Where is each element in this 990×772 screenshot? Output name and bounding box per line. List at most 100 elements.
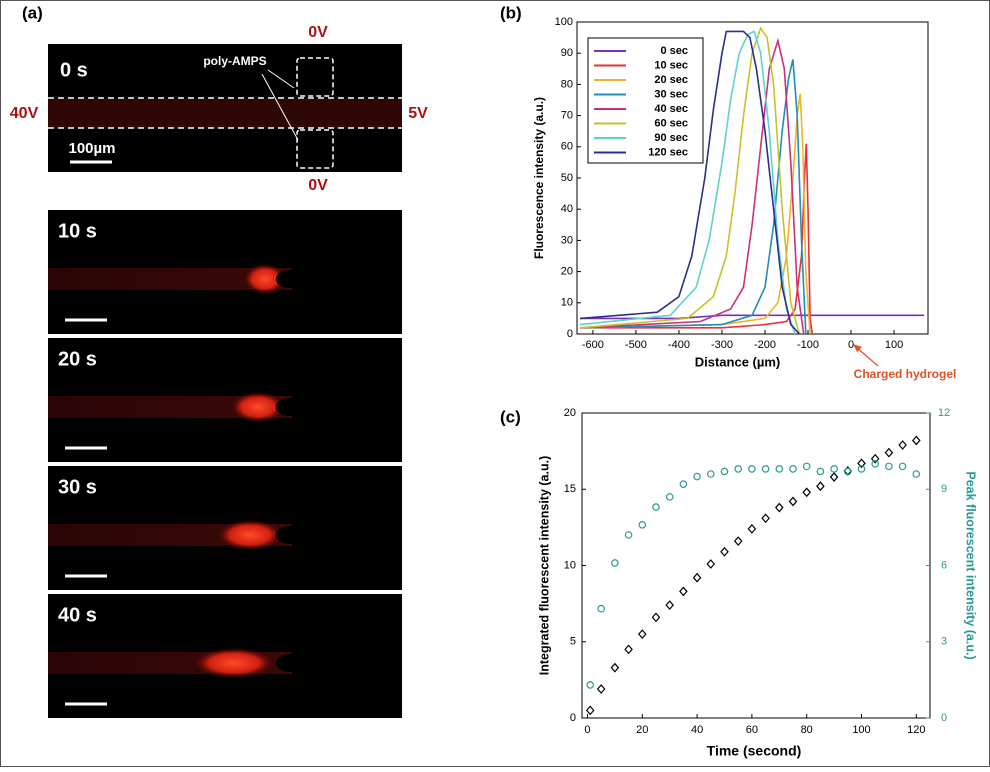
series-line [579, 59, 807, 335]
series-line [579, 93, 811, 335]
data-point [912, 435, 921, 446]
data-point [734, 465, 742, 473]
y-tick-label: 70 [561, 110, 573, 122]
time-label: 40 s [58, 604, 97, 626]
y-tick-label: 20 [561, 266, 573, 278]
data-point [871, 460, 879, 468]
legend-label: 40 sec [654, 103, 688, 115]
data-point [611, 559, 619, 567]
legend-label: 20 sec [654, 74, 688, 86]
data-point [802, 487, 811, 498]
arrow [267, 69, 295, 89]
y-tick-label: 30 [561, 234, 573, 246]
y-tick-label: 0 [567, 328, 573, 340]
gel-shadow [276, 654, 304, 672]
y-tick-label: 60 [561, 141, 573, 153]
legend-label: 60 sec [654, 117, 688, 129]
panel-label: (a) [22, 3, 43, 22]
channel [48, 99, 402, 128]
data-point [898, 462, 907, 471]
data-point [624, 644, 633, 655]
x-tick-label: 120 [907, 724, 925, 736]
data-point [706, 470, 715, 478]
data-point [706, 559, 716, 569]
data-point [665, 600, 674, 611]
x-tick-label: -600 [582, 339, 604, 351]
data-point [720, 467, 729, 476]
data-point [870, 453, 880, 464]
gel-box [296, 57, 334, 97]
voltage-label: 0V [308, 177, 328, 194]
time-label: 20 s [58, 348, 97, 370]
voltage-label: 40V [10, 105, 39, 122]
y-tick-label: 15 [564, 483, 576, 495]
channel [48, 396, 292, 418]
time-label: 10 s [58, 220, 97, 242]
x-tick-label: 100 [852, 724, 870, 736]
series-line [579, 26, 801, 335]
y-axis-label: Integrated fluorescent intensity (a.u.) [537, 456, 551, 675]
data-point [693, 472, 701, 481]
data-point [610, 662, 620, 673]
data-point [816, 467, 825, 476]
x-axis-label: Time (second) [707, 743, 802, 759]
data-point [788, 496, 798, 507]
scale-label: 100µm [68, 140, 115, 157]
data-point [857, 465, 866, 473]
legend-label: 120 sec [648, 146, 688, 158]
voltage-label: 0V [308, 24, 328, 41]
dye-front [192, 647, 276, 679]
data-point [898, 440, 907, 450]
x-tick-label: 100 [885, 339, 903, 351]
data-point [679, 480, 688, 488]
legend-label: 90 sec [654, 132, 688, 144]
data-point [638, 521, 647, 529]
dye-front [243, 263, 287, 295]
y-tick-label: 0 [570, 712, 576, 724]
data-point [692, 572, 702, 583]
x-tick-label: -100 [797, 339, 819, 351]
annotation-arrow [855, 346, 879, 367]
y2-tick-label: 9 [941, 483, 947, 495]
y-tick-label: 10 [561, 297, 573, 309]
y2-tick-label: 0 [941, 712, 947, 724]
x-tick-label: -200 [754, 339, 776, 351]
data-point [637, 629, 647, 640]
arrow-head [853, 344, 862, 352]
series-line [580, 314, 925, 320]
series-line [579, 30, 796, 335]
data-point [761, 513, 770, 524]
y-tick-label: 5 [570, 636, 576, 648]
time-label: 30 s [58, 476, 97, 498]
x-tick-label: -400 [668, 339, 690, 351]
y2-axis-label: Peak fluorescent intensity (a.u.) [964, 471, 978, 659]
data-point [747, 523, 757, 534]
y2-tick-label: 3 [941, 636, 947, 648]
y-tick-label: 40 [561, 203, 573, 215]
y2-tick-label: 12 [938, 407, 950, 419]
data-point [596, 684, 606, 694]
gel-label: poly-AMPS [203, 54, 266, 68]
data-point [585, 705, 595, 716]
x-tick-label: -300 [711, 339, 733, 351]
y-tick-label: 80 [561, 78, 573, 90]
data-point [651, 612, 661, 623]
data-point [748, 465, 756, 473]
data-point [761, 465, 770, 473]
x-axis-label: Distance (µm) [695, 354, 781, 369]
data-point [679, 586, 688, 597]
data-point [830, 465, 838, 473]
data-point [774, 502, 784, 513]
annotation: Charged hydrogel [854, 367, 957, 381]
x-tick-label: 40 [691, 724, 703, 736]
y-tick-label: 90 [561, 47, 573, 59]
legend-label: 30 sec [654, 88, 688, 100]
x-tick-label: 0 [848, 339, 854, 351]
panel-label: (c) [500, 407, 521, 426]
y-tick-label: 20 [564, 407, 576, 419]
y-tick-label: 100 [555, 16, 573, 28]
data-point [843, 467, 852, 476]
data-point [857, 458, 866, 469]
x-tick-label: 0 [584, 724, 590, 736]
x-tick-label: 20 [636, 724, 648, 736]
